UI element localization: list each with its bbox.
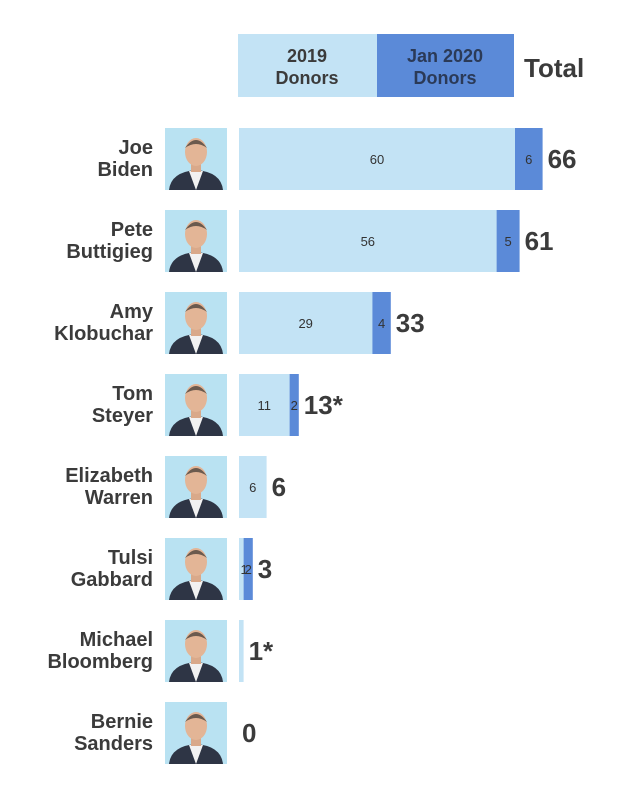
bar-jan2020 <box>289 374 299 436</box>
bar-2019 <box>239 538 244 600</box>
bar-2019-label: 1 <box>240 562 247 577</box>
photo-klobuchar <box>165 292 227 354</box>
candidate-row: Bernie Sanders 0 <box>74 702 256 764</box>
photo-gabbard <box>165 538 227 600</box>
candidate-row: Tulsi Gabbard 12 3 <box>71 538 272 600</box>
legend-jan2020-swatch <box>377 34 514 97</box>
total-label: 3 <box>258 554 272 584</box>
bar-2019 <box>239 210 497 272</box>
bar-jan2020 <box>243 538 253 600</box>
bar-jan2020 <box>496 210 520 272</box>
candidate-row: Joe Biden 60 6 66 <box>97 128 577 190</box>
bar-jan2020-label: 2 <box>291 398 298 413</box>
total-label: 0 <box>242 718 256 748</box>
candidate-row: Pete Buttigieg 56 5 61 <box>66 210 554 272</box>
candidate-row: Michael Bloomberg 1* <box>47 620 274 682</box>
bar-2019 <box>239 292 373 354</box>
candidate-name: Pete Buttigieg <box>66 219 153 263</box>
candidate-name: Amy Klobuchar <box>54 301 154 345</box>
candidate-name: Joe Biden <box>97 137 153 181</box>
legend-2019-label: 2019 Donors <box>276 46 339 88</box>
bar-2019 <box>239 374 290 436</box>
candidate-row: Tom Steyer 11 2 13* <box>92 374 344 436</box>
bar-2019-label: 60 <box>370 152 384 167</box>
bar-jan2020-label: 2 <box>245 562 252 577</box>
bar-2019-label: 56 <box>361 234 375 249</box>
legend-jan2020-label: Jan 2020 Donors <box>407 46 483 88</box>
bar-jan2020-label: 4 <box>378 316 385 331</box>
total-label: 66 <box>548 144 577 174</box>
candidate-name: Elizabeth Warren <box>65 465 153 509</box>
candidate-name: Tom Steyer <box>92 383 153 427</box>
candidate-name: Michael Bloomberg <box>47 629 153 673</box>
total-label: 13* <box>304 390 344 420</box>
photo-buttigieg <box>165 210 227 272</box>
candidate-name: Tulsi Gabbard <box>71 547 153 591</box>
legend: 2019 Donors Jan 2020 Donors Total <box>238 34 584 97</box>
legend-2019-swatch <box>238 34 377 97</box>
total-label: 6 <box>272 472 286 502</box>
candidate-row: Elizabeth Warren 6 6 <box>65 456 286 518</box>
photo-sanders <box>165 702 227 764</box>
photo-steyer <box>165 374 227 436</box>
photo-warren <box>165 456 227 518</box>
total-header: Total <box>524 53 584 83</box>
bar-2019-label: 29 <box>298 316 312 331</box>
bar-2019 <box>239 620 244 682</box>
bar-2019 <box>239 456 267 518</box>
total-label: 33 <box>396 308 425 338</box>
photo-biden <box>165 128 227 190</box>
photo-bloomberg <box>165 620 227 682</box>
total-label: 1* <box>249 636 274 666</box>
bar-2019 <box>239 128 515 190</box>
bar-jan2020 <box>372 292 391 354</box>
bar-2019-label: 6 <box>249 480 256 495</box>
total-label: 61 <box>525 226 554 256</box>
candidate-name: Bernie Sanders <box>74 711 153 755</box>
bar-2019-label: 11 <box>258 398 272 413</box>
bar-jan2020-label: 5 <box>504 234 511 249</box>
bar-jan2020 <box>515 128 543 190</box>
candidate-row: Amy Klobuchar 29 4 33 <box>54 292 425 354</box>
bar-jan2020-label: 6 <box>525 152 532 167</box>
